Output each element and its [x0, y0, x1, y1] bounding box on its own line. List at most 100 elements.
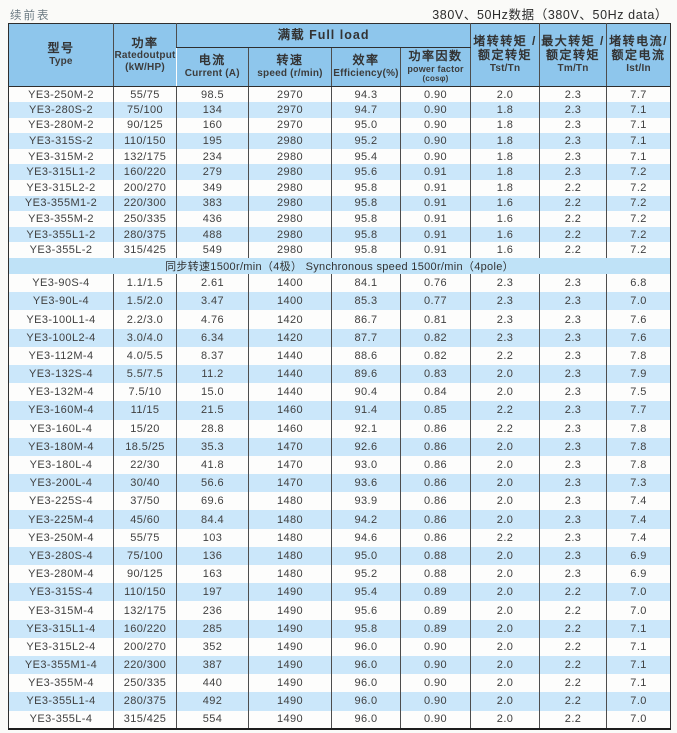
table-cell: 2.0	[470, 86, 540, 103]
col-header-speed: 转速 speed (r/min)	[248, 47, 332, 87]
table-row: YE3-315L2-2 200/270 349 2980 95.8 0.91 1.8 2.2 7…	[9, 180, 671, 196]
table-cell: 0.86	[399, 528, 471, 547]
table-cell: 1.8	[470, 102, 540, 118]
table-cell: 0.91	[399, 195, 471, 212]
cell-model-type: YE3-315M-4	[28, 604, 94, 617]
table-cell: 0.81	[399, 310, 471, 329]
table-cell: 98.5	[176, 86, 249, 103]
table-cell: 2.3	[539, 492, 607, 511]
table-cell: 94.3	[331, 86, 401, 103]
table-cell: 2.3	[539, 328, 607, 347]
table-cell: 1400	[248, 292, 332, 311]
table-cell: 7.4	[606, 492, 671, 511]
table-cell: 1480	[248, 565, 332, 584]
table-cell: 0.86	[399, 492, 471, 511]
table-cell: 2.2	[539, 242, 607, 259]
cell-model-type: YE3-355L1-2	[8, 226, 114, 243]
table-cell: 2970	[248, 117, 332, 134]
table-cell: 2.3	[539, 310, 607, 329]
section-separator-row: 同步转速1500r/min（4极） Synchronous speed 1500…	[8, 258, 671, 275]
col-header-locked-rotor-torque: 堵转转矩 / 额定转矩 Tst/Tn	[470, 23, 540, 87]
table-cell: 2.0	[470, 601, 540, 620]
motor-spec-table: 型号 Type 功率 Ratedoutput (kW/HP) 满载 Full load…	[8, 23, 672, 730]
table-cell: 2.2	[539, 674, 607, 693]
cell-model-type: YE3-355L1-4	[8, 692, 114, 711]
table-cell: 7.1	[606, 674, 671, 693]
table-row: YE3-180L-4 22/30 41.8 1470 93.0 0.86 2.0 2.3 7.8	[9, 455, 671, 475]
table-row: YE3-355M-2 250/335 436 2980 95.8 0.91 1.6 2.2 7.…	[9, 211, 671, 227]
table-cell: 7.1	[606, 637, 671, 656]
table-cell: 0.90	[399, 674, 471, 693]
table-row: YE3-200L-4 30/40 56.6 1470 93.6 0.86 2.0 2.3 7.3	[8, 474, 671, 493]
table-cell: 349	[176, 180, 249, 196]
table-cell: 2.3	[539, 148, 607, 165]
table-cell: 1470	[248, 437, 332, 456]
cell-model-type: YE3-355L-2	[29, 244, 93, 257]
table-cell: 7.1	[606, 655, 671, 675]
table-cell: 2.3	[470, 310, 540, 329]
table-cell: 95.2	[331, 133, 401, 149]
table-cell: 2.0	[470, 565, 540, 584]
table-cell: 387	[176, 655, 249, 675]
table-cell: 1460	[248, 419, 332, 438]
table-header: 型号 Type 功率 Ratedoutput (kW/HP) 满载 Full load…	[8, 23, 671, 87]
table-cell: 88.6	[331, 346, 401, 365]
table-row: YE3-315L2-4 200/270 352 1490 96.0 0.90 2.0 2.2 7…	[9, 637, 671, 656]
table-cell: 2980	[248, 211, 332, 227]
table-cell: 279	[176, 164, 249, 181]
table-cell: 2.0	[470, 674, 540, 693]
table-cell: 7.6	[606, 310, 671, 329]
table-cell: 2980	[248, 180, 332, 196]
table-cell: 2.0	[470, 510, 540, 529]
table-cell: 2.3	[539, 455, 607, 475]
cell-model-type: YE3-315L1-2	[8, 164, 114, 181]
table-cell: 75/100	[113, 546, 177, 566]
table-cell: 1490	[248, 674, 332, 693]
cell-model-type: YE3-160L-4	[29, 422, 93, 435]
table-cell: 0.83	[399, 364, 471, 384]
table-cell: 163	[176, 565, 249, 584]
table-cell: 0.86	[399, 455, 471, 475]
table-cell: 488	[176, 226, 249, 243]
table-cell: 8.37	[176, 346, 249, 365]
table-cell: 2.3	[539, 102, 607, 118]
table-cell: 7.8	[606, 455, 671, 475]
table-cell: 84.1	[331, 274, 401, 293]
table-cell: 95.8	[331, 226, 401, 243]
table-cell: 92.1	[331, 419, 401, 438]
table-cell: 2980	[248, 133, 332, 149]
table-cell: 0.90	[399, 148, 471, 165]
table-cell: 7.2	[606, 226, 671, 243]
table-cell: 95.0	[331, 546, 401, 566]
table-row: YE3-132M-4 7.5/10 15.0 1440 90.4 0.84 2.0 2.3 7.…	[9, 383, 671, 402]
table-cell: 96.0	[331, 710, 401, 729]
table-cell: 1490	[248, 583, 332, 602]
table-row: YE3-280M-4 90/125 163 1480 95.2 0.88 2.0 2.3 6.9	[9, 565, 671, 584]
table-cell: 0.91	[399, 242, 471, 259]
table-cell: 7.1	[606, 148, 671, 165]
table-cell: 96.0	[331, 692, 401, 711]
cell-model-type: YE3-315L2-2	[26, 181, 96, 194]
table-row: YE3-250M-4 55/75 103 1480 94.6 0.86 2.2 2.3 7.4	[9, 528, 671, 547]
table-cell: 7.5/10	[113, 383, 177, 402]
table-cell: 2.3	[539, 419, 607, 438]
table-cell: 2.0	[470, 546, 540, 566]
table-cell: 2.3	[539, 292, 607, 311]
table-cell: 95.8	[331, 180, 401, 196]
table-cell: 3.47	[176, 292, 249, 311]
table-cell: 93.0	[331, 455, 401, 475]
table-cell: 6.34	[176, 328, 249, 347]
table-cell: 0.88	[399, 565, 471, 584]
table-cell: 1480	[248, 492, 332, 511]
cell-model-type: YE3-132S-4	[8, 364, 114, 384]
col-header-full-load-group: 满载 Full load	[175, 23, 471, 48]
table-cell: 110/150	[113, 133, 177, 149]
table-cell: 86.7	[331, 310, 401, 329]
table-row: YE3-180M-4 18.5/25 35.3 1470 92.6 0.86 2.0 2.3 7…	[8, 437, 671, 456]
table-cell: 2.61	[176, 274, 249, 293]
table-cell: 1470	[248, 455, 332, 475]
table-row: YE3-100L2-4 3.0/4.0 6.34 1420 87.7 0.82 2.3 2.3…	[8, 328, 671, 347]
table-cell: 2.0	[470, 637, 540, 656]
table-cell: 28.8	[176, 419, 249, 438]
table-cell: 1480	[248, 528, 332, 547]
